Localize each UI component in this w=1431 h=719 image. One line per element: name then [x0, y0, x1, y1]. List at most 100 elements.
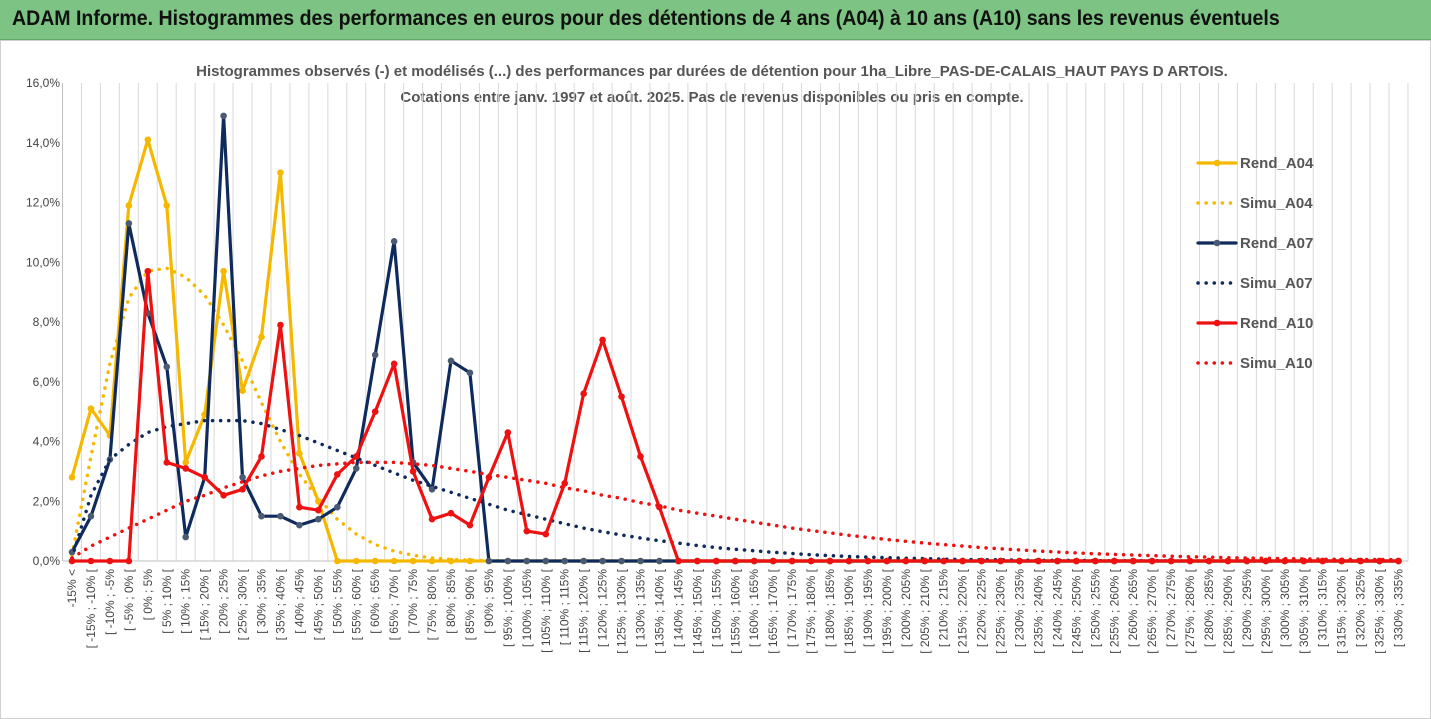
x-tick-label: [ 35% ; 40% [	[273, 568, 287, 640]
data-point-rend-a10	[637, 453, 644, 460]
data-point-rend-a10	[618, 393, 625, 400]
data-point-rend-a07	[296, 521, 303, 529]
data-point-rend-a10	[1186, 557, 1194, 565]
data-point-rend-a10	[390, 360, 398, 368]
data-point-rend-a07	[580, 557, 587, 565]
x-tick-label: [ -10% ; -5%	[103, 569, 117, 635]
data-point-rend-a10	[902, 557, 910, 565]
legend-label-rend-a07: Rend_A07	[1240, 235, 1313, 252]
x-tick-label: [ 0% ; 5%	[141, 569, 155, 621]
x-tick-label: [ 260% ; 265%	[1126, 569, 1140, 647]
data-point-rend-a10	[845, 557, 853, 565]
y-tick-label: 4,0%	[33, 435, 61, 449]
x-tick-label: [ 60% ; 65%	[368, 569, 382, 634]
data-point-rend-a04	[296, 450, 303, 457]
data-point-rend-a10	[580, 390, 587, 398]
x-tick-label: [ 25% ; 30% [	[236, 568, 250, 640]
x-tick-label: [ 135% ; 140% [	[652, 568, 666, 653]
data-point-rend-a07	[599, 557, 606, 565]
data-point-rend-a07	[125, 220, 133, 227]
series-line-simu-a10	[70, 460, 1401, 562]
x-tick-label: [ 115% ; 120% [	[577, 568, 591, 652]
x-tick-label: [ 180% ; 185%	[823, 569, 837, 647]
data-point-rend-a10	[1262, 557, 1270, 565]
data-point-rend-a10	[504, 429, 512, 436]
data-point-rend-a07	[428, 486, 436, 493]
x-tick-label: [ 325% ; 330% [	[1373, 568, 1387, 653]
legend-marker-rend-a07	[1213, 239, 1221, 247]
data-point-rend-a10	[409, 468, 417, 475]
data-point-rend-a04	[87, 405, 95, 412]
x-tick-label: [ 280% ; 285%	[1202, 569, 1216, 647]
data-point-rend-a07	[258, 512, 265, 520]
data-point-rend-a07	[239, 474, 246, 481]
chart-subtitle: Cotations entre janv. 1997 et août. 2025…	[400, 89, 1023, 106]
data-point-rend-a10	[978, 557, 985, 565]
x-tick-label: [ 165% ; 170% [	[766, 568, 780, 653]
data-point-rend-a04	[163, 202, 171, 209]
x-tick-label: [ 10% ; 15%	[179, 569, 193, 634]
data-point-rend-a10	[1035, 557, 1042, 565]
x-tick-label: [ 120% ; 125%	[596, 569, 610, 647]
data-point-rend-a10	[1224, 557, 1232, 565]
data-point-rend-a10	[68, 557, 76, 565]
data-point-rend-a07	[371, 351, 379, 359]
x-tick-label: [ -15% ; -10% [	[84, 568, 98, 648]
y-tick-label: 16,0%	[26, 76, 60, 90]
x-tick-label: [ 205% ; 210% [	[918, 568, 932, 653]
data-point-rend-a10	[694, 557, 701, 565]
data-point-rend-a10	[315, 506, 322, 514]
x-tick-label: [ 320% ; 325%	[1354, 569, 1368, 647]
data-point-rend-a10	[87, 557, 95, 565]
data-point-rend-a10	[1073, 557, 1080, 565]
x-tick-label: [ 15% ; 20% [	[198, 568, 212, 640]
x-tick-label: [ 315% ; 320% [	[1335, 568, 1349, 653]
x-tick-label: [ 30% ; 35%	[255, 569, 269, 634]
data-point-rend-a07	[523, 557, 531, 565]
x-tick-label: [ 270% ; 275%	[1164, 569, 1178, 647]
x-tick-label: [ 70% ; 75%	[406, 569, 420, 634]
data-point-rend-a04	[352, 557, 360, 565]
x-tick-label: [ 140% ; 145%	[671, 569, 685, 647]
data-point-rend-a10	[371, 408, 379, 415]
data-point-rend-a10	[447, 509, 455, 517]
data-point-rend-a04	[220, 267, 227, 275]
data-point-rend-a07	[163, 363, 171, 371]
x-tick-label: [ 250% ; 255%	[1088, 569, 1102, 647]
data-point-rend-a10	[258, 453, 265, 460]
data-point-rend-a07	[618, 557, 625, 565]
x-tick-label: [ 40% ; 45%	[292, 569, 306, 634]
data-point-rend-a10	[1016, 557, 1023, 565]
x-tick-label: [ 185% ; 190% [	[842, 568, 856, 653]
data-point-rend-a10	[428, 515, 436, 523]
x-tick-label: [ 290% ; 295%	[1240, 569, 1254, 647]
data-point-rend-a10	[997, 557, 1004, 565]
data-point-rend-a07	[390, 238, 398, 245]
x-tick-label: [ 150% ; 155%	[709, 569, 723, 647]
data-point-rend-a04	[390, 557, 398, 565]
data-point-rend-a10	[1092, 557, 1099, 565]
legend-marker-rend-a10	[1213, 319, 1221, 327]
y-tick-label: 12,0%	[26, 196, 60, 210]
x-tick-label: [ 230% ; 235%	[1013, 569, 1027, 647]
x-tick-label: [ 175% ; 180% [	[804, 568, 818, 653]
x-tick-label: [ 105% ; 110% [	[539, 568, 553, 652]
data-point-rend-a10	[807, 557, 815, 565]
x-tick-label: [ 125% ; 130% [	[615, 568, 629, 653]
x-tick-label: [ 235% ; 240% [	[1031, 568, 1045, 653]
data-point-rend-a04	[144, 136, 152, 144]
legend-label-rend-a04: Rend_A04	[1240, 155, 1314, 172]
data-point-rend-a07	[485, 557, 493, 565]
chart-area: Histogrammes observés (-) et modélisés (…	[0, 40, 1431, 719]
x-tick-label: [ 20% ; 25%	[217, 569, 231, 634]
data-point-rend-a04	[182, 459, 189, 466]
data-point-rend-a10	[864, 557, 872, 565]
x-tick-label: [ 255% ; 260% [	[1107, 568, 1121, 653]
legend-label-simu-a04: Simu_A04	[1240, 195, 1313, 212]
x-tick-label: [ 195% ; 200% [	[880, 568, 894, 653]
data-point-rend-a10	[769, 557, 777, 565]
data-point-rend-a10	[1148, 557, 1156, 565]
x-tick-label: [ 330% ; 335%	[1392, 569, 1406, 647]
data-point-rend-a07	[277, 512, 284, 520]
x-tick-label: [ 275% ; 280% [	[1183, 568, 1197, 653]
